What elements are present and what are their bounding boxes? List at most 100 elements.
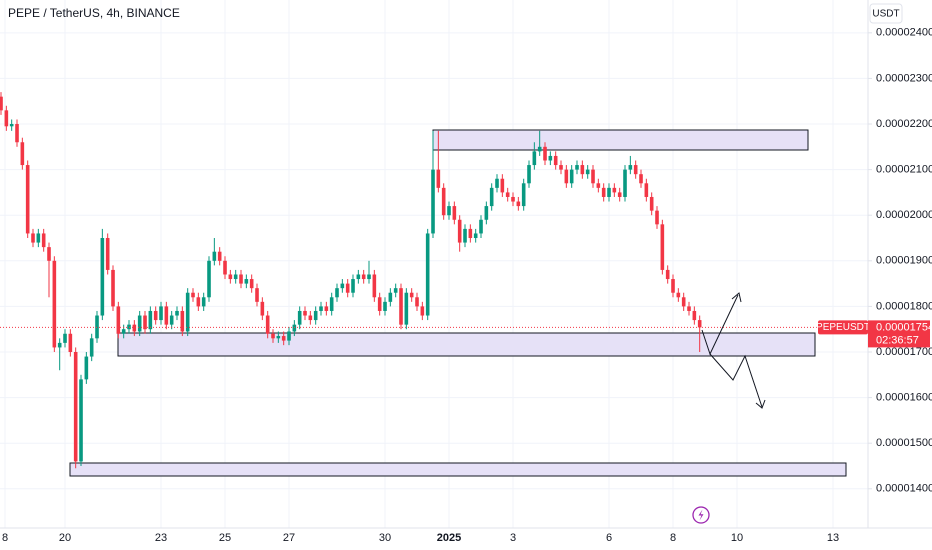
currency-box[interactable]	[869, 3, 903, 24]
candle-body	[47, 247, 51, 261]
candle-body	[271, 333, 275, 339]
x-tick-label: 3	[510, 532, 516, 544]
candle-body	[489, 187, 494, 207]
candle-body	[639, 174, 643, 184]
candle-body	[228, 274, 233, 280]
candle-body	[649, 196, 654, 211]
up-arrow-head	[731, 292, 742, 303]
projection-arrows	[701, 292, 766, 409]
candle-body	[660, 224, 665, 270]
candle-body	[15, 124, 19, 143]
down-arrow-head	[755, 399, 766, 409]
candle-body	[617, 192, 622, 197]
candle-body	[596, 183, 601, 188]
candle-body	[665, 269, 670, 280]
y-tick-label: 0.00002000	[876, 209, 932, 221]
candle-body	[169, 315, 174, 325]
candle-body	[52, 260, 57, 348]
price-tag-countdown: 02:36:57	[876, 334, 919, 346]
candle-body	[153, 310, 158, 321]
candle-body	[180, 310, 185, 332]
candle-body	[388, 292, 393, 302]
candle-body	[548, 155, 553, 161]
candle-body	[41, 233, 46, 248]
candle-body	[313, 310, 318, 321]
candle-body	[297, 310, 302, 325]
event-bolt	[698, 509, 704, 521]
candle-body	[655, 210, 659, 225]
x-tick-label: 27	[283, 532, 295, 544]
lower-support-zone	[69, 462, 847, 477]
zones	[69, 129, 847, 477]
candle-body	[223, 260, 227, 275]
candle-body	[201, 297, 206, 307]
candle-body	[329, 297, 334, 311]
symbol-tag-box	[818, 320, 868, 335]
candle-body	[585, 169, 590, 175]
candle-body	[196, 297, 201, 307]
candle-body	[191, 292, 195, 298]
candle-body	[537, 146, 542, 152]
candle-body	[185, 292, 190, 332]
candle-body	[580, 165, 585, 175]
candle-body	[345, 283, 350, 293]
candle-body	[20, 142, 25, 166]
candle-body	[111, 269, 115, 307]
x-tick-label: 2025	[437, 532, 461, 544]
candle-body	[553, 155, 558, 166]
candle-body	[79, 379, 83, 462]
y-tick-label: 0.00001900	[876, 255, 932, 267]
candle-body	[457, 219, 462, 243]
candle-body	[159, 306, 163, 321]
candle-body	[4, 110, 9, 127]
y-tick-label: 0.00002400	[876, 27, 932, 39]
candle-body	[212, 251, 217, 261]
resistance-zone	[432, 129, 809, 151]
candle-body	[340, 283, 345, 289]
candle-body	[148, 310, 153, 330]
candle-body	[324, 306, 329, 311]
candle-body	[575, 165, 579, 170]
support-zone	[117, 332, 816, 357]
candle-body	[591, 169, 595, 184]
y-tick-label: 0.00002300	[876, 72, 932, 84]
x-tick-label: 23	[155, 532, 167, 544]
candle-body	[383, 301, 387, 311]
candle-body	[207, 260, 211, 298]
candle-body	[441, 187, 446, 216]
candle-body	[351, 279, 355, 293]
candle-body	[521, 183, 526, 207]
currency-label: USDT	[872, 9, 899, 20]
candle-body	[452, 206, 457, 220]
candle-body	[287, 331, 291, 341]
candle-body	[692, 310, 697, 321]
event-icon[interactable]	[692, 506, 710, 524]
candle-body	[84, 356, 89, 380]
candle-body	[143, 315, 147, 330]
candle-body	[292, 324, 297, 332]
candle-body	[25, 165, 30, 234]
symbol-tag: PEPEUSDT	[816, 322, 870, 333]
candle-body	[63, 333, 67, 343]
candle-body	[628, 165, 633, 170]
x-tick-label: 25	[219, 532, 231, 544]
candle-body	[239, 274, 243, 284]
candle-body	[687, 306, 691, 311]
candle-body	[532, 151, 537, 166]
candle-body	[415, 297, 419, 307]
y-tick-label: 0.00002200	[876, 118, 932, 130]
x-tick-label: 20	[59, 532, 71, 544]
candle-body	[516, 201, 521, 207]
candle-body	[468, 228, 473, 239]
candle-body	[569, 169, 574, 184]
candle-body	[335, 288, 339, 298]
candle-body	[9, 124, 14, 127]
candle-body	[68, 333, 73, 352]
candle-body	[31, 233, 35, 243]
x-tick-label: 30	[379, 532, 391, 544]
candles	[0, 92, 868, 469]
candle-body	[244, 279, 249, 284]
candle-body	[431, 169, 435, 234]
candle-body	[276, 336, 281, 339]
